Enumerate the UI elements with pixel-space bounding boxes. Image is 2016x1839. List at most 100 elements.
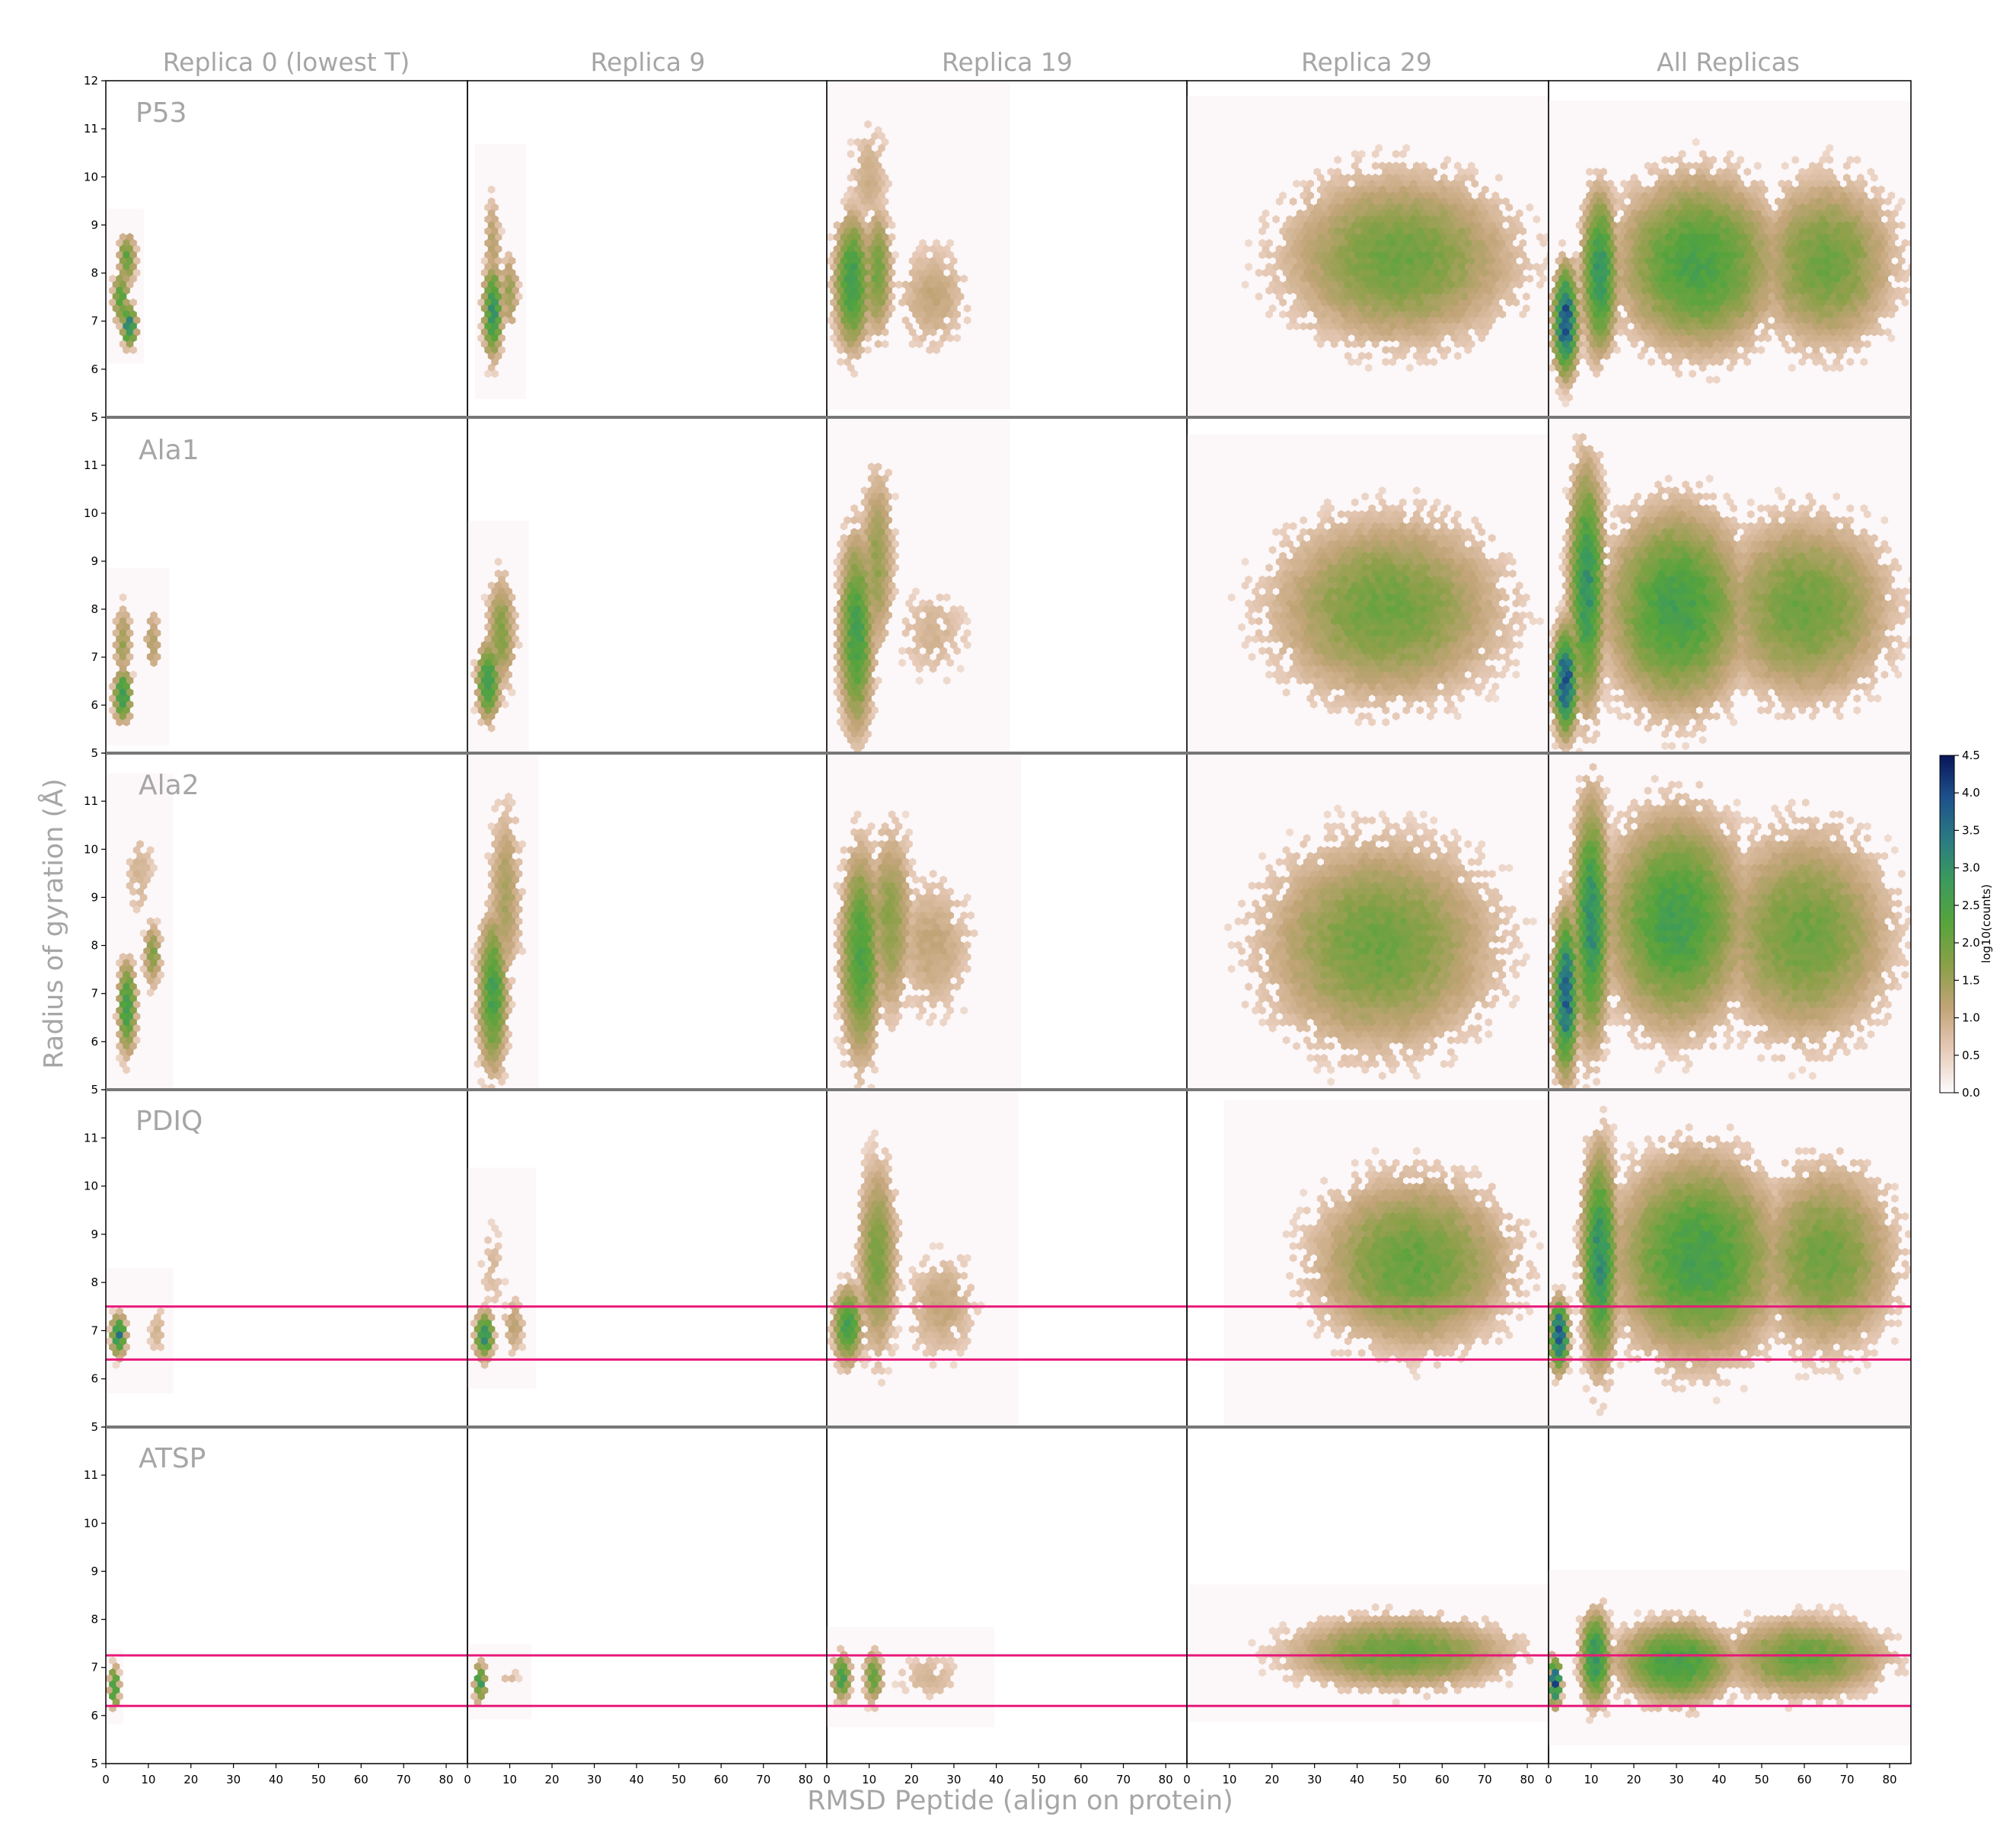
hexbin-cell-group [1702, 191, 1710, 200]
hexbin-cell-group [1798, 321, 1806, 330]
hexbin-cell-group [847, 1330, 865, 1369]
y-axis-title: Radius of gyration (Å) [37, 778, 69, 1069]
hexbin-cell-group [106, 1674, 113, 1683]
hexbin-cell-group [123, 346, 130, 355]
hexbin-cell-group [146, 640, 155, 650]
hexbin-cell-group [939, 887, 947, 896]
hexbin-cell-group [487, 628, 512, 667]
hexbin-cell-group [840, 1336, 848, 1346]
hexbin-cell-group [1344, 1266, 1359, 1310]
hexbin-cell-group [512, 611, 519, 620]
hexbin-cell-group [487, 232, 496, 241]
hexbin-cell-group [1743, 816, 1751, 825]
hexbin-cell-group [1396, 1236, 1448, 1280]
hexbin-cell-group [484, 262, 492, 271]
hexbin-cell-group [1589, 917, 1597, 926]
hexbin-cell-group [833, 1686, 841, 1695]
hexbin-cell-group [1337, 605, 1407, 650]
hexbin-cell-group [847, 321, 872, 360]
hexbin-cell-group [1385, 1603, 1393, 1612]
hexbin-cell-group [1668, 911, 1676, 920]
hexbin-cell-group [491, 298, 499, 307]
hexbin-cell-group [1702, 1633, 1710, 1642]
hexbin-cell-group [498, 647, 506, 656]
hexbin-cell-group [112, 676, 120, 685]
hexbin-cell-group [850, 262, 858, 271]
hexbin-cell-group [912, 994, 927, 1015]
hexbin-cell-group [1450, 1633, 1465, 1642]
hexbin-cell-group [850, 947, 858, 956]
hexbin-cell-group [1399, 251, 1431, 271]
hexbin-cell-group [874, 149, 885, 212]
hexbin-cell-group [109, 628, 134, 703]
hexbin-cell-group [1348, 887, 1393, 1009]
hexbin-cell-group [1447, 1638, 1465, 1665]
hexbin-cell-group [1575, 564, 1587, 590]
hexbin-cell-group [1364, 221, 1451, 283]
hexbin-cell-group [929, 1336, 937, 1346]
hexbin-cell-group [1575, 1164, 1892, 1352]
hexbin-cell-group [1864, 1662, 1871, 1671]
hexbin-cell-group [1689, 215, 1748, 241]
hexbin-cell-group [123, 1042, 130, 1051]
hexbin-cell-group [1368, 1236, 1455, 1286]
hexbin-cell-group [484, 1343, 492, 1352]
hexbin-cell-group [494, 1078, 506, 1090]
y-tick-label: 5 [91, 1420, 98, 1434]
hexbin-cell-group [881, 304, 889, 313]
hexbin-cell-group [901, 917, 944, 973]
hexbin-cell-group [837, 694, 844, 703]
hexbin-cell-group [847, 1336, 855, 1346]
hexbin-cell-group [1589, 1236, 1717, 1298]
hexbin-cell-group [494, 917, 502, 926]
hexbin-cell-group [491, 599, 499, 608]
hexbin-cell-group [1606, 1608, 1614, 1617]
hexbin-cell-group [853, 221, 872, 271]
hexbin-cell-group [1654, 215, 1703, 271]
hexbin-cell-group [853, 947, 865, 968]
hexbin-cell-group [878, 851, 885, 860]
hexbin-cell-group [498, 816, 506, 825]
hexbin-cell-group [833, 617, 889, 637]
hexbin-cell-group [881, 268, 889, 277]
hexbin-cell-group [1565, 569, 1618, 596]
hexbin-cell-group [953, 1283, 961, 1292]
hexbin-cell-group [885, 1224, 892, 1233]
hexbin-cell-group [892, 1680, 899, 1689]
hexbin-cell-group [474, 1674, 482, 1683]
hexbin-cell-group [1437, 1633, 1451, 1642]
hexbin-cell-group [1300, 1668, 1307, 1677]
hexbin-cell-group [1596, 1170, 1826, 1334]
hexbin-cell-group [150, 864, 158, 873]
hexbin-cell-group [515, 1313, 523, 1322]
hexbin-cell-group [833, 1662, 841, 1671]
hexbin-cell-group [1502, 605, 1510, 614]
hexbin-cell-group [1549, 816, 1833, 985]
hexbin-cell-group [1891, 1182, 1899, 1191]
hexbin-cell-group [1836, 688, 1844, 697]
hexbin-cell-group [1702, 238, 1710, 283]
hexbin-cell-group [874, 244, 882, 254]
hexbin-cell-group [494, 569, 509, 578]
hexbin-cell-group [119, 1313, 127, 1322]
hexbin-cell-group [847, 244, 855, 254]
hexbin-cell-group [1809, 834, 1817, 843]
hexbin-cell-group [878, 587, 885, 596]
hexbin-cell-group [864, 982, 872, 991]
hexbin-cell-group [498, 1006, 506, 1015]
hexbin-cell-group [487, 1071, 496, 1081]
hexbin-cell-group [844, 634, 851, 643]
hexbin-cell-group [1743, 1608, 1751, 1617]
hexbin-cell-group [1396, 1668, 1403, 1677]
hexbin-cell-group [1354, 232, 1421, 283]
hexbin-cell-group [1558, 238, 1566, 247]
hexbin-cell-group [956, 1325, 965, 1334]
hexbin-cell-group [1648, 593, 1689, 643]
hexbin-cell-group [1719, 1686, 1727, 1695]
hexbin-cell-group [1788, 232, 1810, 301]
hexbin-cell-group [487, 292, 496, 301]
hexbin-cell-group [827, 316, 834, 325]
hexbin-cell-group [847, 605, 865, 620]
hexbin-cell-group [112, 1697, 120, 1707]
hexbin-cell-group [1579, 575, 1587, 620]
